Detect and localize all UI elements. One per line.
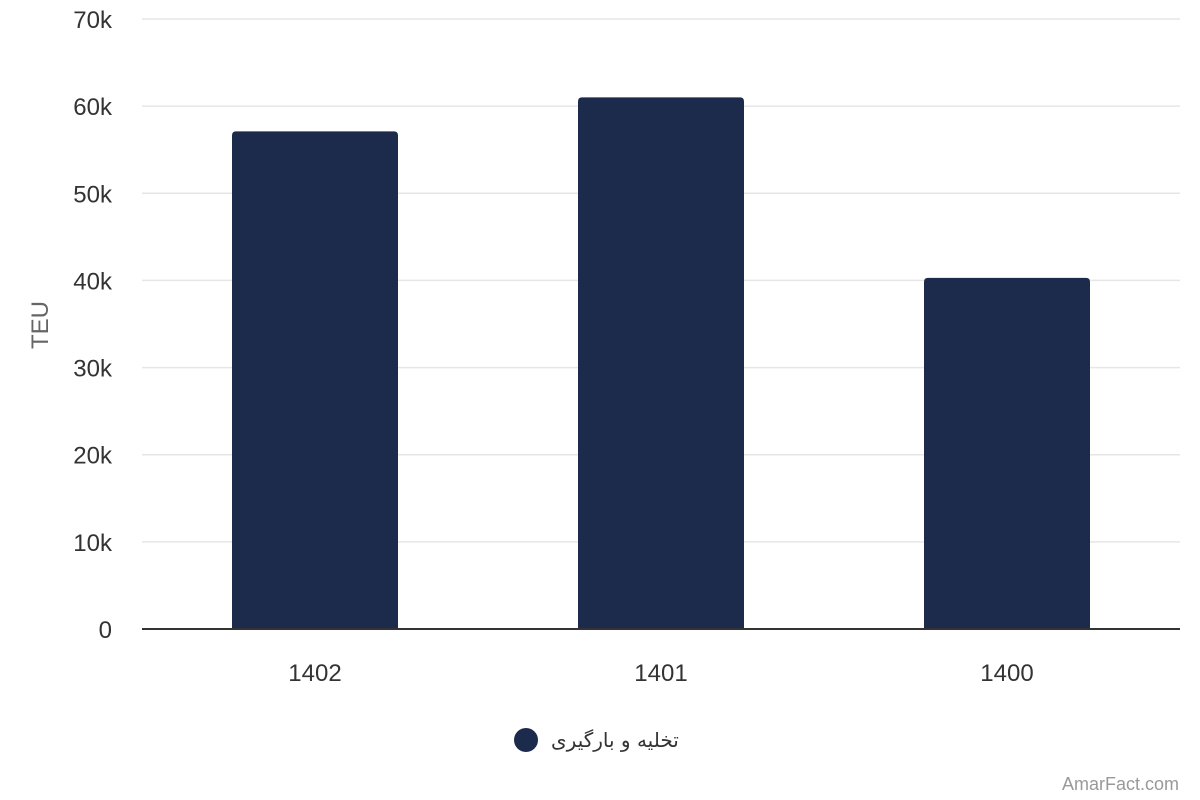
y-tick-label: 70k xyxy=(73,7,113,34)
bars xyxy=(232,97,1090,629)
bar-1401[interactable] xyxy=(578,97,744,629)
y-tick-label: 60k xyxy=(73,94,113,121)
y-axis-title: TEU xyxy=(27,301,54,349)
x-tick-label: 1400 xyxy=(980,660,1033,687)
legend-item-label[interactable]: تخلیه و بارگیری xyxy=(551,728,679,752)
y-tick-label: 40k xyxy=(73,268,113,295)
y-axis-tick-labels: 0 10k 20k 30k 40k 50k 60k 70k xyxy=(73,7,113,644)
x-tick-label: 1401 xyxy=(634,660,687,687)
legend-marker xyxy=(514,728,538,752)
x-tick-label: 1402 xyxy=(288,660,341,687)
bar-1400[interactable] xyxy=(924,277,1090,629)
credit-link[interactable]: AmarFact.com xyxy=(1062,774,1179,794)
y-tick-label: 20k xyxy=(73,443,113,470)
y-tick-label: 30k xyxy=(73,356,113,383)
bar-1402[interactable] xyxy=(232,131,398,629)
legend[interactable]: تخلیه و بارگیری xyxy=(514,728,679,752)
y-tick-label: 0 xyxy=(99,617,112,644)
x-axis-tick-labels: 1402 1401 1400 xyxy=(288,660,1033,687)
y-tick-label: 50k xyxy=(73,181,113,208)
y-tick-label: 10k xyxy=(73,530,113,557)
